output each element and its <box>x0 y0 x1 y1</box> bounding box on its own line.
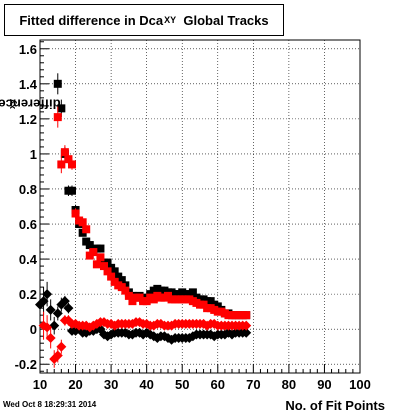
diamond-marker <box>45 304 56 315</box>
square-marker <box>68 186 76 195</box>
square-marker <box>188 288 197 297</box>
y-tick-label: 1.6 <box>19 42 37 57</box>
square-marker <box>57 160 66 169</box>
y-tick-label: 1 <box>30 147 37 162</box>
y-tick-label: 0.2 <box>19 287 37 302</box>
square-marker <box>78 218 87 227</box>
square-marker <box>68 160 76 169</box>
square-marker <box>92 260 101 269</box>
x-axis-label: No. of Fit Points <box>285 398 385 413</box>
x-tick-label: 70 <box>246 377 260 392</box>
square-marker <box>100 262 108 271</box>
square-marker <box>121 286 130 295</box>
y-tick-label: -0.2 <box>15 357 37 372</box>
square-marker <box>124 291 133 300</box>
square-marker <box>85 241 94 250</box>
square-marker <box>117 276 126 285</box>
diamond-marker <box>241 320 252 331</box>
y-tick-label: 0 <box>30 322 37 337</box>
x-tick-label: 40 <box>139 377 153 392</box>
square-marker <box>107 272 116 281</box>
diamond-marker <box>52 350 63 361</box>
y-axis-label: difference in Dcaxy <box>0 48 60 160</box>
square-marker <box>103 267 112 276</box>
x-tick-label: 100 <box>349 377 371 392</box>
x-tick-label: 50 <box>175 377 189 392</box>
diamond-marker <box>59 296 70 307</box>
y-tick-label: 1.4 <box>19 77 38 92</box>
square-marker <box>53 113 62 122</box>
x-tick-label: 90 <box>317 377 331 392</box>
square-marker <box>71 209 80 218</box>
square-marker <box>96 244 105 253</box>
diamond-marker <box>38 296 49 307</box>
square-marker <box>89 248 98 257</box>
square-marker <box>60 148 69 157</box>
y-tick-label: 0.8 <box>19 182 37 197</box>
square-marker <box>82 225 91 234</box>
square-marker <box>110 267 119 276</box>
diamond-marker <box>241 327 252 338</box>
square-marker <box>242 311 251 320</box>
square-marker <box>57 104 66 113</box>
x-tick-label: 30 <box>104 377 118 392</box>
plot-frame <box>39 39 361 374</box>
diamond-marker <box>63 303 74 314</box>
diamond-marker <box>49 320 60 331</box>
diamond-marker <box>56 341 67 352</box>
y-tick-label: 1.2 <box>19 112 37 127</box>
diamond-marker <box>42 322 53 333</box>
chart-title-suffix: Global Tracks <box>183 12 269 28</box>
diamond-marker <box>42 289 53 300</box>
axes-ticks: 10 20 30 40 50 60 70 80 90 100 -0.2 0 0.2 0.4 0.6 0.8 1 1… <box>15 41 371 392</box>
y-tick-label: 0.4 <box>19 252 38 267</box>
diamond-marker <box>45 332 56 343</box>
x-tick-label: 20 <box>68 377 82 392</box>
x-tick-label: 80 <box>282 377 296 392</box>
chart-title-subscript: XY <box>164 15 177 25</box>
square-marker <box>64 155 73 164</box>
chart-title: Fitted difference in Dca XY Global Tracks <box>4 4 284 36</box>
square-marker <box>53 79 62 88</box>
diamond-marker <box>52 308 63 319</box>
diamond-marker <box>56 299 67 310</box>
x-tick-label: 10 <box>33 377 47 392</box>
chart-title-main: Fitted difference in Dca <box>19 12 164 28</box>
data-markers <box>35 73 252 368</box>
timestamp: Wed Oct 8 18:29:31 2014 <box>3 400 97 409</box>
y-tick-label: 0.6 <box>19 217 37 232</box>
x-tick-label: 60 <box>211 377 225 392</box>
square-marker <box>96 253 105 262</box>
y-axis-label-text: difference in Dca <box>0 96 61 112</box>
